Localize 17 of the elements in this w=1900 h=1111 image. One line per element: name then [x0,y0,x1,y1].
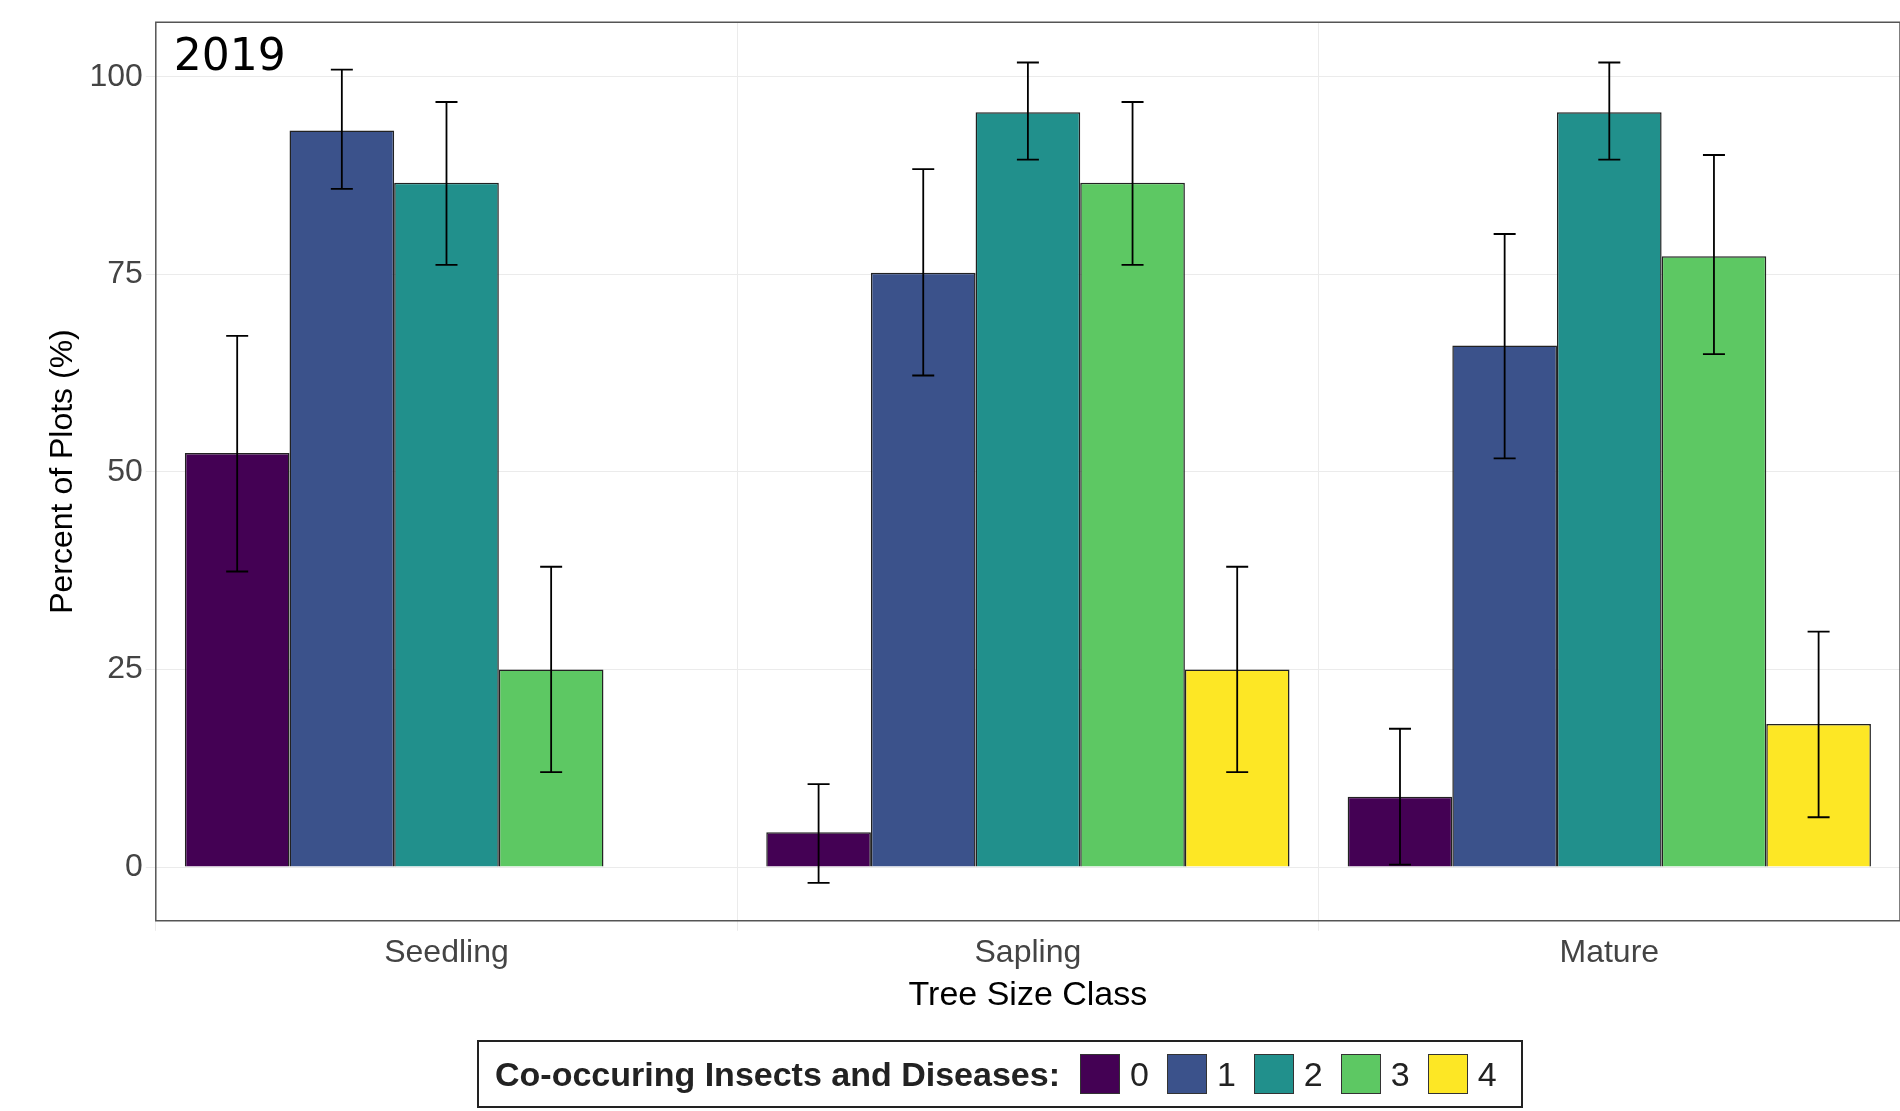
y-axis-title: Percent of Plots (%) [43,329,80,614]
legend-label: 3 [1390,1054,1410,1094]
x-axis-title: Tree Size Class [908,973,1148,1012]
x-tick-label: Mature [1559,932,1660,969]
x-tick-label: Sapling [974,932,1082,969]
legend-label: 4 [1477,1054,1497,1094]
legend-label: 0 [1129,1054,1149,1094]
annotation: 2019 [173,28,286,80]
y-tick-label: 100 [89,56,143,93]
y-tick-label: 75 [107,254,143,291]
legend-label: 2 [1303,1054,1323,1094]
legend-label: 1 [1216,1054,1236,1094]
y-tick-label: 50 [107,451,143,488]
legend-title: Co-occuring Insects and Diseases: [495,1054,1060,1094]
y-tick-label: 25 [107,649,143,686]
y-tick-label: 0 [124,846,143,883]
x-tick-label: Seedling [384,932,509,969]
